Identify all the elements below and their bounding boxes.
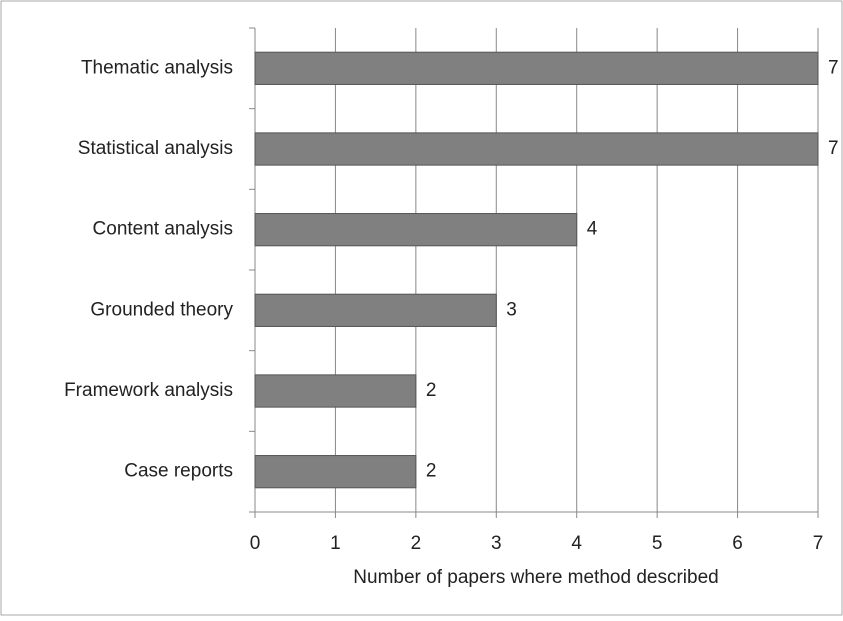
- y-tick-label: Content analysis: [93, 219, 233, 240]
- x-tick-label: 7: [813, 533, 824, 554]
- y-tick-label: Statistical analysis: [78, 138, 233, 159]
- bar: [254, 455, 417, 489]
- x-tick-label: 2: [411, 533, 422, 554]
- data-label: 2: [426, 380, 437, 401]
- y-tick-label: Case reports: [124, 461, 233, 482]
- bar: [254, 51, 819, 85]
- x-tick-label: 5: [652, 533, 663, 554]
- data-label: 7: [828, 138, 839, 159]
- y-tick-label: Grounded theory: [90, 299, 233, 320]
- data-label: 2: [426, 461, 437, 482]
- x-tick-label: 4: [571, 533, 582, 554]
- x-tick-label: 0: [250, 533, 261, 554]
- x-axis-label: Number of papers where method described: [353, 567, 718, 588]
- bar: [254, 213, 578, 247]
- y-tick-label: Framework analysis: [64, 380, 233, 401]
- data-label: 7: [828, 57, 839, 78]
- data-label: 3: [506, 299, 517, 320]
- x-tick-label: 6: [732, 533, 743, 554]
- bar: [254, 374, 417, 408]
- data-label: 4: [587, 219, 598, 240]
- bar: [254, 132, 819, 166]
- x-tick-label: 3: [491, 533, 502, 554]
- y-tick-label: Thematic analysis: [81, 57, 233, 78]
- x-tick-label: 1: [330, 533, 341, 554]
- bar: [254, 293, 497, 327]
